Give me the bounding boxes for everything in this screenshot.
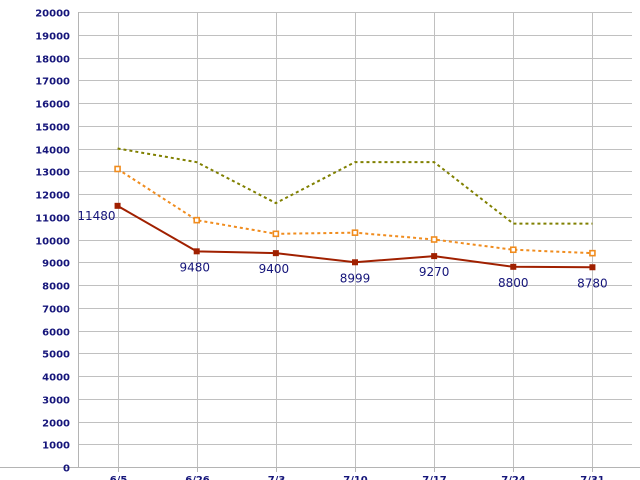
series-upper-band-olive (117, 147, 593, 225)
data-point-marker (272, 250, 279, 257)
data-point-label: 8999 (340, 271, 371, 285)
data-point-marker (114, 202, 121, 209)
y-axis-tick-label: 20000 (35, 9, 70, 20)
y-axis-tick-label: 17000 (35, 77, 70, 88)
y-axis-tick-label: 1000 (42, 441, 70, 452)
chart-axes (0, 12, 640, 472)
data-point-marker (589, 264, 596, 271)
y-axis-tick-label: 6000 (42, 328, 70, 339)
y-axis-tick-label: 8000 (42, 282, 70, 293)
x-axis-tick-labels: 6/5 6/26 7/3 7/10 7/17 7/24 7/31 (110, 475, 605, 480)
x-axis-tick-label: 7/31 (580, 475, 605, 480)
x-axis-tick-label: 7/3 (268, 475, 286, 480)
x-axis-tick-label: 7/24 (501, 475, 526, 480)
series-primary-price (114, 202, 596, 271)
y-axis-tick-label: 19000 (35, 32, 70, 43)
data-point-marker (114, 165, 121, 173)
y-axis-tick-label: 2000 (42, 419, 70, 430)
y-axis-tick-label: 11000 (35, 214, 70, 225)
y-axis-tick-label: 14000 (35, 146, 70, 157)
data-point-marker (431, 253, 438, 260)
series-upper-band-orange (114, 165, 596, 257)
x-axis-tick-label: 6/5 (110, 475, 128, 480)
y-axis-tick-label: 15000 (35, 123, 70, 134)
vertical-gridlines (118, 12, 593, 467)
data-point-labels: 11480 9480 9400 8999 9270 8800 8780 (77, 209, 607, 290)
data-point-marker (352, 259, 358, 266)
y-axis-tick-labels: 0 1000 2000 3000 4000 5000 6000 7000 8000 9000 100… (35, 9, 70, 475)
y-axis-tick-label: 13000 (35, 168, 70, 179)
data-point-marker (193, 248, 200, 255)
y-axis-tick-label: 12000 (35, 191, 70, 202)
y-axis-tick-label: 9000 (42, 259, 70, 270)
data-point-label: 11480 (77, 209, 115, 223)
data-point-label: 8800 (498, 276, 529, 290)
data-point-label: 8780 (577, 276, 608, 290)
y-axis-tick-label: 4000 (42, 373, 70, 384)
data-point-marker (351, 229, 359, 236)
y-axis-tick-label: 0 (63, 464, 70, 475)
data-series-layer (114, 147, 596, 271)
y-axis-tick-label: 5000 (42, 350, 70, 361)
series-line (117, 147, 593, 225)
y-axis-tick-label: 3000 (42, 396, 70, 407)
data-point-marker (193, 216, 201, 224)
data-point-label: 9480 (179, 260, 210, 274)
y-axis-tick-label: 7000 (42, 305, 70, 316)
y-axis-tick-label: 10000 (35, 237, 70, 248)
data-point-marker (272, 230, 280, 238)
data-point-marker (430, 236, 438, 243)
data-point-marker (510, 263, 517, 270)
data-point-label: 9270 (419, 265, 450, 279)
data-point-label: 9400 (259, 262, 290, 276)
y-axis-tick-label: 16000 (35, 100, 70, 111)
x-axis-tick-label: 7/10 (343, 475, 368, 480)
data-point-marker (509, 246, 517, 254)
y-axis-tick-label: 18000 (35, 55, 70, 66)
data-point-marker (589, 249, 596, 257)
x-axis-tick-label: 7/17 (422, 475, 447, 480)
x-axis-tick-label: 6/26 (185, 475, 210, 480)
